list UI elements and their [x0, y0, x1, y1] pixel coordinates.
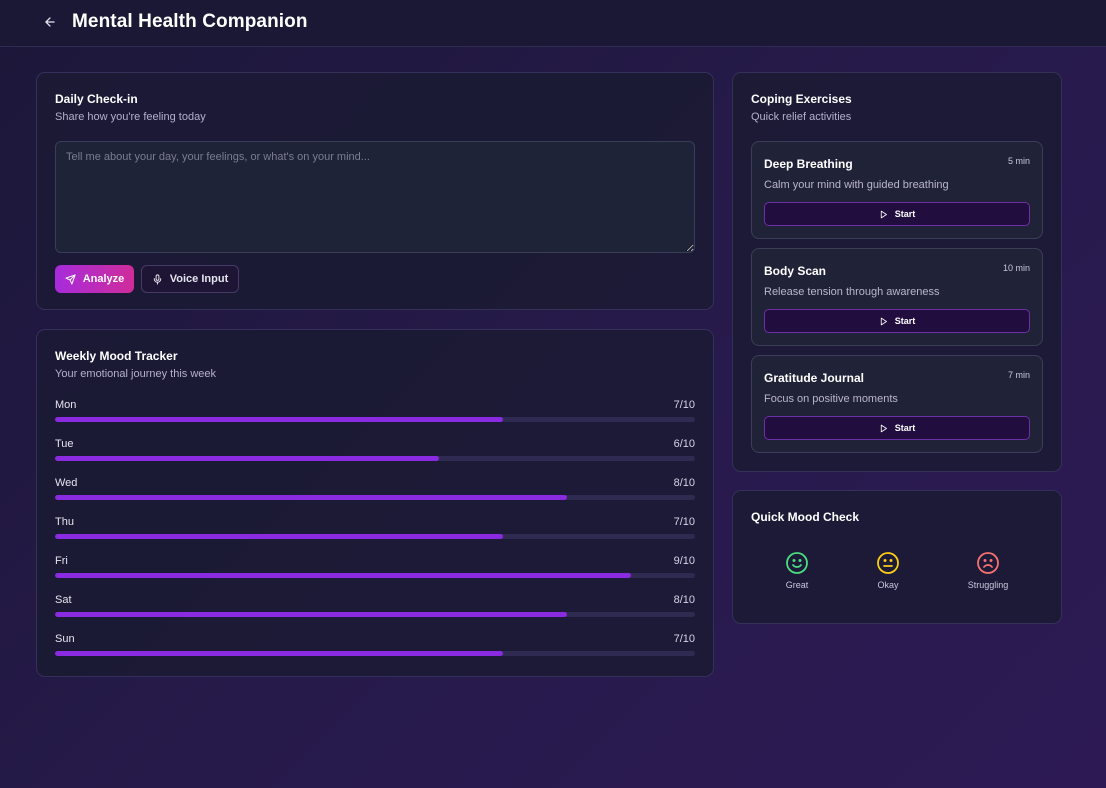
voice-input-label: Voice Input	[169, 273, 229, 285]
start-label: Start	[894, 209, 916, 219]
mood-row-fri: Fri 9/10	[55, 555, 695, 594]
mood-progress-fill	[55, 456, 439, 461]
exercise-name: Body Scan	[764, 264, 827, 278]
arrow-left-icon	[45, 17, 55, 27]
start-body-scan-button[interactable]: Start	[764, 309, 1030, 333]
mood-progress-fill	[55, 612, 567, 617]
play-icon	[880, 210, 887, 218]
mood-score-label: 7/10	[673, 516, 695, 528]
mood-option-label: Okay	[877, 580, 899, 590]
quick-mood-title: Quick Mood Check	[751, 510, 860, 524]
exercise-duration: 10 min	[1002, 263, 1030, 273]
exercise-duration: 5 min	[1007, 156, 1030, 166]
play-icon	[880, 424, 887, 432]
analyze-button[interactable]: Analyze	[55, 265, 134, 293]
mood-progress-track	[55, 651, 695, 656]
mood-row-wed: Wed 8/10	[55, 477, 695, 516]
exercise-body-scan: Body Scan 10 min Release tension through…	[751, 248, 1043, 346]
exercise-description: Release tension through awareness	[764, 286, 940, 298]
mood-score-label: 8/10	[673, 594, 695, 606]
mood-day-label: Wed	[55, 477, 78, 489]
play-icon	[880, 317, 887, 325]
mood-progress-track	[55, 534, 695, 539]
mood-progress-track	[55, 456, 695, 461]
mood-progress-track	[55, 417, 695, 422]
weekly-mood-tracker-card: Weekly Mood Tracker Your emotional journ…	[36, 329, 714, 677]
mood-list: Mon 7/10 Tue 6/10 Wed 8/10 Thu 7/10 Fri …	[55, 399, 695, 672]
mood-score-label: 7/10	[673, 633, 695, 645]
mood-row-sat: Sat 8/10	[55, 594, 695, 633]
smile-icon	[786, 552, 808, 574]
mood-day-label: Sat	[55, 594, 72, 606]
mood-row-tue: Tue 6/10	[55, 438, 695, 477]
mood-progress-fill	[55, 651, 503, 656]
exercise-gratitude-journal: Gratitude Journal 7 min Focus on positiv…	[751, 355, 1043, 453]
start-label: Start	[894, 423, 916, 433]
voice-input-button[interactable]: Voice Input	[141, 265, 239, 293]
mood-progress-fill	[55, 573, 631, 578]
mood-day-label: Tue	[55, 438, 74, 450]
coping-exercises-card: Coping Exercises Quick relief activities…	[732, 72, 1062, 472]
mood-option-label: Struggling	[967, 580, 1009, 590]
mood-progress-track	[55, 495, 695, 500]
start-gratitude-journal-button[interactable]: Start	[764, 416, 1030, 440]
page-title: Mental Health Companion	[72, 11, 308, 32]
mood-option-struggling[interactable]: Struggling	[953, 551, 1023, 597]
mood-score-label: 6/10	[673, 438, 695, 450]
daily-checkin-card: Daily Check-in Share how you're feeling …	[36, 72, 714, 310]
mood-option-label: Great	[785, 580, 809, 590]
frown-icon	[977, 552, 999, 574]
mood-row-sun: Sun 7/10	[55, 633, 695, 672]
checkin-actions: Analyze Voice Input	[55, 265, 239, 293]
coping-title: Coping Exercises	[751, 92, 852, 106]
tracker-subtitle: Your emotional journey this week	[55, 368, 217, 380]
exercise-deep-breathing: Deep Breathing 5 min Calm your mind with…	[751, 141, 1043, 239]
start-deep-breathing-button[interactable]: Start	[764, 202, 1030, 226]
quick-mood-check-card: Quick Mood Check Great Okay Struggling	[732, 490, 1062, 624]
mood-option-great[interactable]: Great	[762, 551, 832, 597]
mood-score-label: 8/10	[673, 477, 695, 489]
send-icon	[65, 273, 76, 285]
mood-day-label: Thu	[55, 516, 74, 528]
analyze-label: Analyze	[82, 273, 125, 285]
checkin-title: Daily Check-in	[55, 92, 138, 106]
exercise-description: Calm your mind with guided breathing	[764, 179, 949, 191]
mood-day-label: Mon	[55, 399, 77, 411]
mood-option-okay[interactable]: Okay	[853, 551, 923, 597]
mood-progress-fill	[55, 495, 567, 500]
mood-progress-fill	[55, 534, 503, 539]
back-button[interactable]	[40, 12, 60, 32]
mood-score-label: 7/10	[673, 399, 695, 411]
mood-progress-track	[55, 612, 695, 617]
neutral-face-icon	[877, 552, 899, 574]
checkin-textarea[interactable]	[55, 141, 695, 253]
coping-subtitle: Quick relief activities	[751, 111, 852, 123]
tracker-title: Weekly Mood Tracker	[55, 349, 178, 363]
exercise-name: Deep Breathing	[764, 157, 853, 171]
mood-row-mon: Mon 7/10	[55, 399, 695, 438]
start-label: Start	[894, 316, 916, 326]
mood-progress-track	[55, 573, 695, 578]
exercise-duration: 7 min	[1007, 370, 1030, 380]
checkin-subtitle: Share how you're feeling today	[55, 111, 206, 123]
mood-day-label: Sun	[55, 633, 75, 645]
exercise-description: Focus on positive moments	[764, 393, 898, 405]
mood-progress-fill	[55, 417, 503, 422]
microphone-icon	[153, 273, 161, 285]
exercise-name: Gratitude Journal	[764, 371, 865, 385]
mood-day-label: Fri	[55, 555, 68, 567]
mood-score-label: 9/10	[673, 555, 695, 567]
top-bar: Mental Health Companion	[0, 0, 1106, 47]
mood-row-thu: Thu 7/10	[55, 516, 695, 555]
